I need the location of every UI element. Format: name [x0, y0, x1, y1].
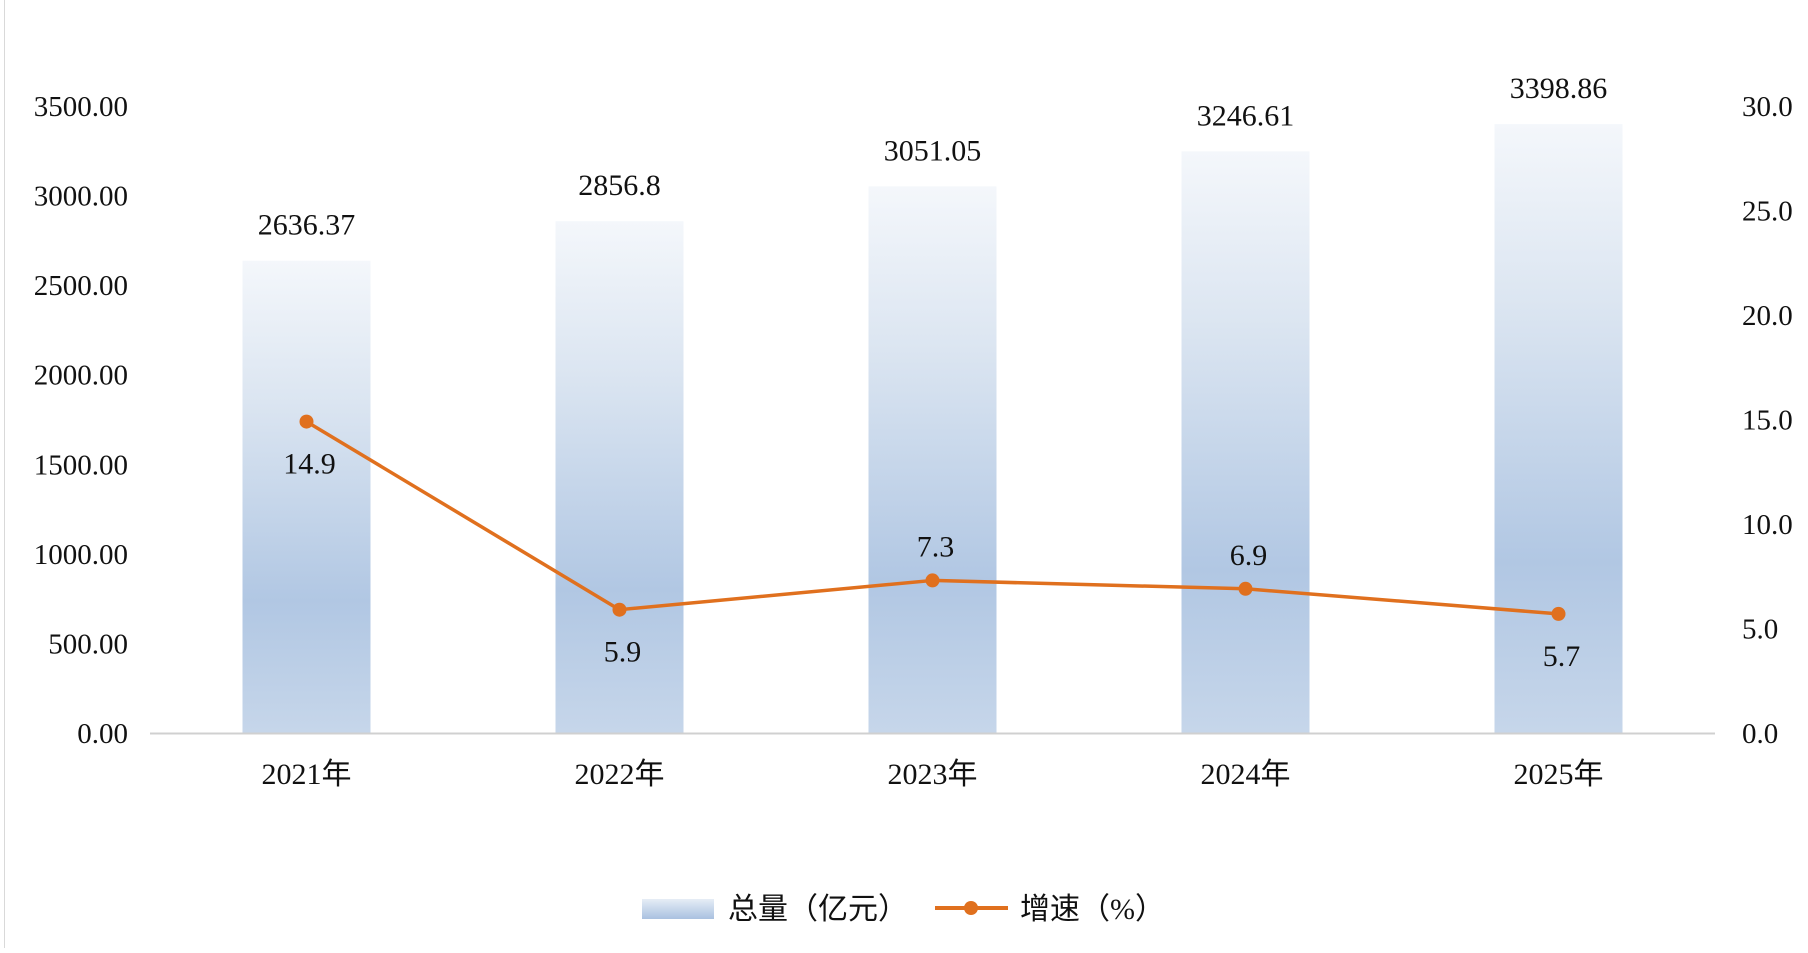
bar-data-labels: 2636.37 2856.8 3051.05 3246.61 3398.86 [258, 72, 1608, 242]
bar-data-label: 2636.37 [258, 209, 356, 242]
legend-bar-swatch [642, 899, 714, 919]
right-y-tick-label: 0.0 [1742, 718, 1778, 750]
left-y-tick-label: 3000.00 [34, 181, 128, 213]
line-series [299, 414, 1566, 621]
left-y-tick-label: 500.00 [48, 628, 128, 660]
right-y-tick-label: 25.0 [1742, 196, 1793, 228]
line-point [612, 602, 627, 617]
bar-series [242, 124, 1623, 734]
legend-line-marker [964, 901, 978, 915]
bar-data-label: 2856.8 [578, 169, 661, 202]
left-y-tick-label: 0.00 [77, 718, 128, 750]
bar [1494, 124, 1623, 733]
x-tick-label: 2025年 [1514, 758, 1604, 791]
bar [868, 186, 997, 733]
bar-data-label: 3246.61 [1197, 99, 1295, 132]
line-data-label: 6.9 [1230, 539, 1268, 572]
line-point [925, 573, 940, 588]
line-data-label: 5.7 [1543, 640, 1581, 673]
right-y-tick-label: 30.0 [1742, 91, 1793, 123]
right-y-tick-label: 10.0 [1742, 509, 1793, 541]
x-axis-ticks: 2021年 2022年 2023年 2024年 2025年 [262, 758, 1604, 791]
right-y-axis: 0.0 5.0 10.0 15.0 20.0 25.0 30.0 [1742, 91, 1793, 750]
bar [1181, 151, 1310, 733]
line-point [299, 414, 314, 429]
right-y-tick-label: 20.0 [1742, 300, 1793, 332]
left-y-axis: 0.00 500.00 1000.00 1500.00 2000.00 2500.00 30… [34, 91, 128, 750]
x-tick-label: 2021年 [262, 758, 352, 791]
bar [242, 260, 371, 733]
right-y-tick-label: 15.0 [1742, 405, 1793, 437]
left-y-tick-label: 1500.00 [34, 449, 128, 481]
left-y-tick-label: 2000.00 [34, 360, 128, 392]
x-tick-label: 2022年 [575, 758, 665, 791]
legend-bar-label: 总量（亿元） [728, 893, 908, 926]
line-point [1551, 606, 1566, 621]
bar [555, 221, 684, 734]
line-data-labels: 14.9 5.9 7.3 6.9 5.7 [283, 448, 1580, 673]
frame-border [4, 0, 5, 948]
left-y-tick-label: 3500.00 [34, 91, 128, 123]
bar-data-label: 3398.86 [1510, 72, 1608, 105]
left-y-tick-label: 1000.00 [34, 539, 128, 571]
line-point [1238, 581, 1253, 596]
line-data-label: 14.9 [283, 448, 336, 481]
left-y-tick-label: 2500.00 [34, 270, 128, 302]
legend: 总量（亿元） 增速（%） [642, 893, 1165, 926]
right-y-tick-label: 5.0 [1742, 614, 1778, 646]
bar-data-label: 3051.05 [884, 134, 982, 167]
line-data-label: 7.3 [917, 530, 955, 563]
line-data-label: 5.9 [604, 636, 642, 669]
x-tick-label: 2023年 [888, 758, 978, 791]
legend-line-label: 增速（%） [1020, 893, 1165, 926]
x-tick-label: 2024年 [1201, 758, 1291, 791]
